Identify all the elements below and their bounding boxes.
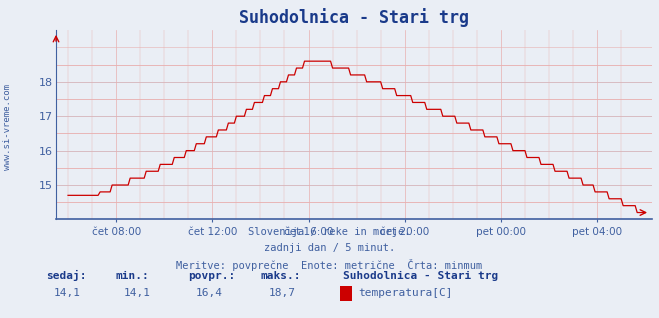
Text: 14,1: 14,1 [54, 288, 81, 298]
Text: sedaj:: sedaj: [46, 270, 86, 281]
Text: 18,7: 18,7 [268, 288, 295, 298]
Text: Slovenija / reke in morje.: Slovenija / reke in morje. [248, 227, 411, 237]
Text: maks.:: maks.: [260, 272, 301, 281]
Text: Meritve: povprečne  Enote: metrične  Črta: minmum: Meritve: povprečne Enote: metrične Črta:… [177, 259, 482, 271]
Text: www.si-vreme.com: www.si-vreme.com [3, 84, 13, 170]
Title: Suhodolnica - Stari trg: Suhodolnica - Stari trg [239, 8, 469, 27]
Text: zadnji dan / 5 minut.: zadnji dan / 5 minut. [264, 243, 395, 253]
Text: 14,1: 14,1 [123, 288, 150, 298]
Text: Suhodolnica - Stari trg: Suhodolnica - Stari trg [343, 271, 498, 281]
Text: temperatura[C]: temperatura[C] [358, 288, 452, 298]
Text: povpr.:: povpr.: [188, 272, 235, 281]
Text: 16,4: 16,4 [196, 288, 223, 298]
Text: min.:: min.: [115, 272, 149, 281]
